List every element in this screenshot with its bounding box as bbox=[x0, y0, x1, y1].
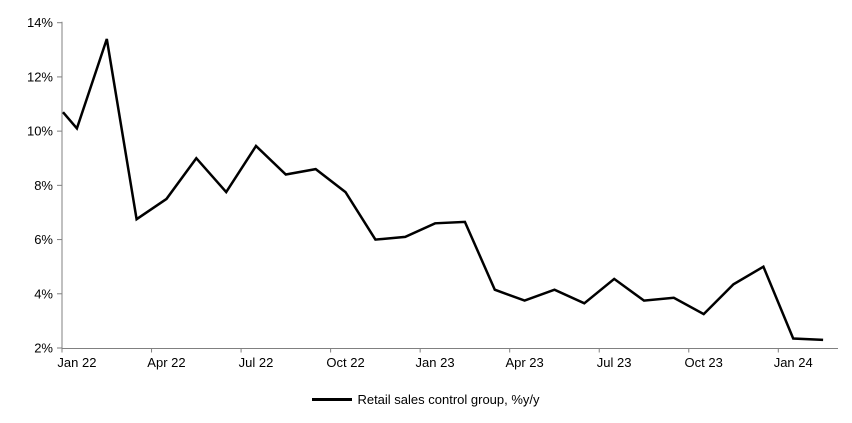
x-tick-label: Oct 22 bbox=[326, 355, 364, 370]
y-tick-label: 2% bbox=[34, 341, 53, 356]
x-tick-label: Apr 23 bbox=[505, 355, 543, 370]
x-tick-label: Jan 23 bbox=[416, 355, 455, 370]
y-tick-label: 14% bbox=[27, 15, 53, 30]
y-tick-label: 12% bbox=[27, 69, 53, 84]
legend-line-sample bbox=[312, 397, 353, 401]
x-tick-label: Jan 22 bbox=[57, 355, 96, 370]
retail-sales-line bbox=[62, 38, 824, 342]
x-tick-label: Oct 23 bbox=[685, 355, 723, 370]
x-tick-label: Jul 22 bbox=[239, 355, 274, 370]
x-tick-label: Apr 22 bbox=[147, 355, 185, 370]
x-tick-label: Jan 24 bbox=[774, 355, 813, 370]
y-tick-label: 8% bbox=[34, 178, 53, 193]
y-tick-label: 10% bbox=[27, 124, 53, 139]
y-tick-label: 4% bbox=[34, 286, 53, 301]
x-tick-label: Jul 23 bbox=[597, 355, 632, 370]
chart-legend: Retail sales control group, %y/y bbox=[0, 389, 852, 409]
y-tick-label: 6% bbox=[34, 232, 53, 247]
legend-label: Retail sales control group, %y/y bbox=[357, 391, 540, 407]
